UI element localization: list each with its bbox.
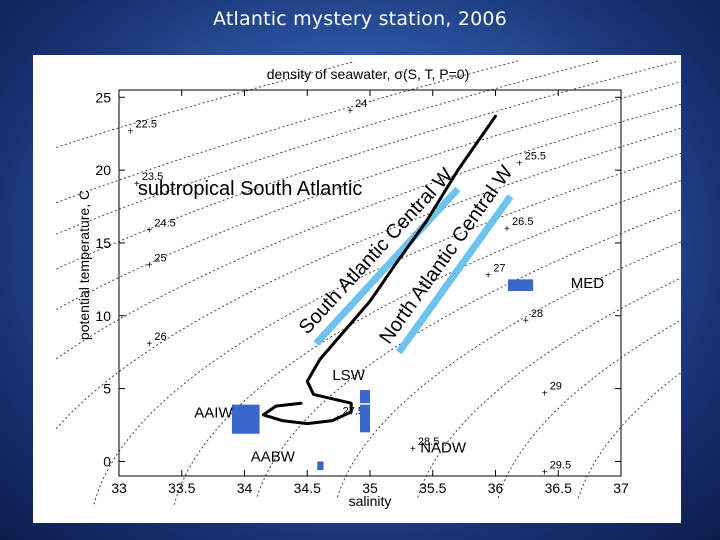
contour-marker: + xyxy=(347,106,353,117)
density-contour xyxy=(56,60,599,235)
chart-title: density of seawater, σ(S, T, P=0) xyxy=(267,66,470,82)
density-contour-label: 24.5 xyxy=(154,218,175,230)
contour-marker: + xyxy=(128,127,134,138)
axes: 33 33.5 34 34.5 35 35.5 36 36.5 37 0 5 10 15 20 25 pote… xyxy=(76,89,629,496)
density-contour xyxy=(56,60,519,204)
x-tick-label: 35.5 xyxy=(419,480,446,496)
density-contour xyxy=(336,241,681,498)
x-tick-label: 36 xyxy=(488,480,504,496)
y-tick-label: 5 xyxy=(103,381,111,397)
y-tick-label: 15 xyxy=(95,235,111,251)
contour-marker: + xyxy=(542,389,548,400)
contour-marker: + xyxy=(485,271,491,282)
x-tick-label: 34.5 xyxy=(294,480,321,496)
density-contour xyxy=(56,81,681,310)
water-mass-box xyxy=(231,404,260,434)
density-contour-label: 25 xyxy=(154,253,166,265)
density-contour-label: 29 xyxy=(550,381,562,393)
contour-marker: + xyxy=(146,226,152,237)
water-mass-box xyxy=(359,390,370,404)
contour-marker: + xyxy=(134,179,140,190)
density-contour-label: 24 xyxy=(355,98,367,110)
water-mass-label: MED xyxy=(571,275,605,292)
y-tick-label: 0 xyxy=(103,453,111,469)
x-tick-label: 37 xyxy=(613,480,629,496)
water-mass-label: LSW xyxy=(332,367,365,384)
density-contour-label: 23.5 xyxy=(142,171,163,183)
contour-marker: + xyxy=(146,339,152,350)
y-tick-label: 25 xyxy=(95,89,111,105)
profile-line xyxy=(261,114,497,426)
profile-line-path xyxy=(261,114,497,426)
x-tick-label: 33 xyxy=(111,480,127,496)
y-tick-label: 10 xyxy=(95,308,111,324)
ts-diagram: density of seawater, σ(S, T, P=0) +22.5+… xyxy=(55,60,681,509)
front-lines xyxy=(313,186,514,355)
density-contour-label: 26.5 xyxy=(512,216,533,228)
slide-title: Atlantic mystery station, 2006 xyxy=(213,8,507,30)
density-contour xyxy=(497,319,681,499)
water-mass-box xyxy=(359,404,370,433)
x-tick-label: 35 xyxy=(362,480,378,496)
water-mass-label: NADW xyxy=(420,440,467,457)
y-axis-label: potential temperature, C xyxy=(76,190,92,340)
x-tick-label: 36.5 xyxy=(545,480,572,496)
density-contour-label: 28.5 xyxy=(418,436,439,448)
density-contour xyxy=(417,277,681,498)
density-contour xyxy=(56,60,679,270)
water-mass-label: AAIW xyxy=(194,405,233,422)
density-contour-label: 26 xyxy=(154,331,166,343)
y-tick-label: 20 xyxy=(95,162,111,178)
front-line xyxy=(313,186,461,346)
x-tick-label: 34 xyxy=(237,480,253,496)
density-contour-label: 22.5 xyxy=(136,119,157,131)
contour-marker: + xyxy=(504,224,510,235)
density-contour-label: 28 xyxy=(531,308,543,320)
water-mass-box xyxy=(317,461,324,471)
contour-marker: + xyxy=(146,261,152,272)
density-contour-label: 27 xyxy=(493,263,505,275)
water-mass-boxes xyxy=(231,279,534,471)
water-mass-box xyxy=(508,279,534,292)
contour-marker: + xyxy=(410,444,416,455)
water-mass-label: AABW xyxy=(251,448,296,465)
front-line xyxy=(396,194,514,355)
contour-marker: + xyxy=(517,159,523,170)
density-contour xyxy=(55,127,681,430)
density-contour xyxy=(577,372,681,499)
contour-marker: + xyxy=(523,316,529,327)
density-contour-label: 25.5 xyxy=(525,151,546,163)
density-contour xyxy=(56,103,681,360)
plot-panel: density of seawater, σ(S, T, P=0) +22.5 +… xyxy=(33,55,681,523)
x-tick-label: 33.5 xyxy=(168,480,195,496)
density-contour-label: 29.5 xyxy=(550,459,571,471)
density-contour xyxy=(93,152,681,505)
water-mass-label: subtropical South Atlantic xyxy=(138,178,363,200)
contour-marker: + xyxy=(542,467,548,478)
x-axis-label: salinity xyxy=(349,493,392,509)
